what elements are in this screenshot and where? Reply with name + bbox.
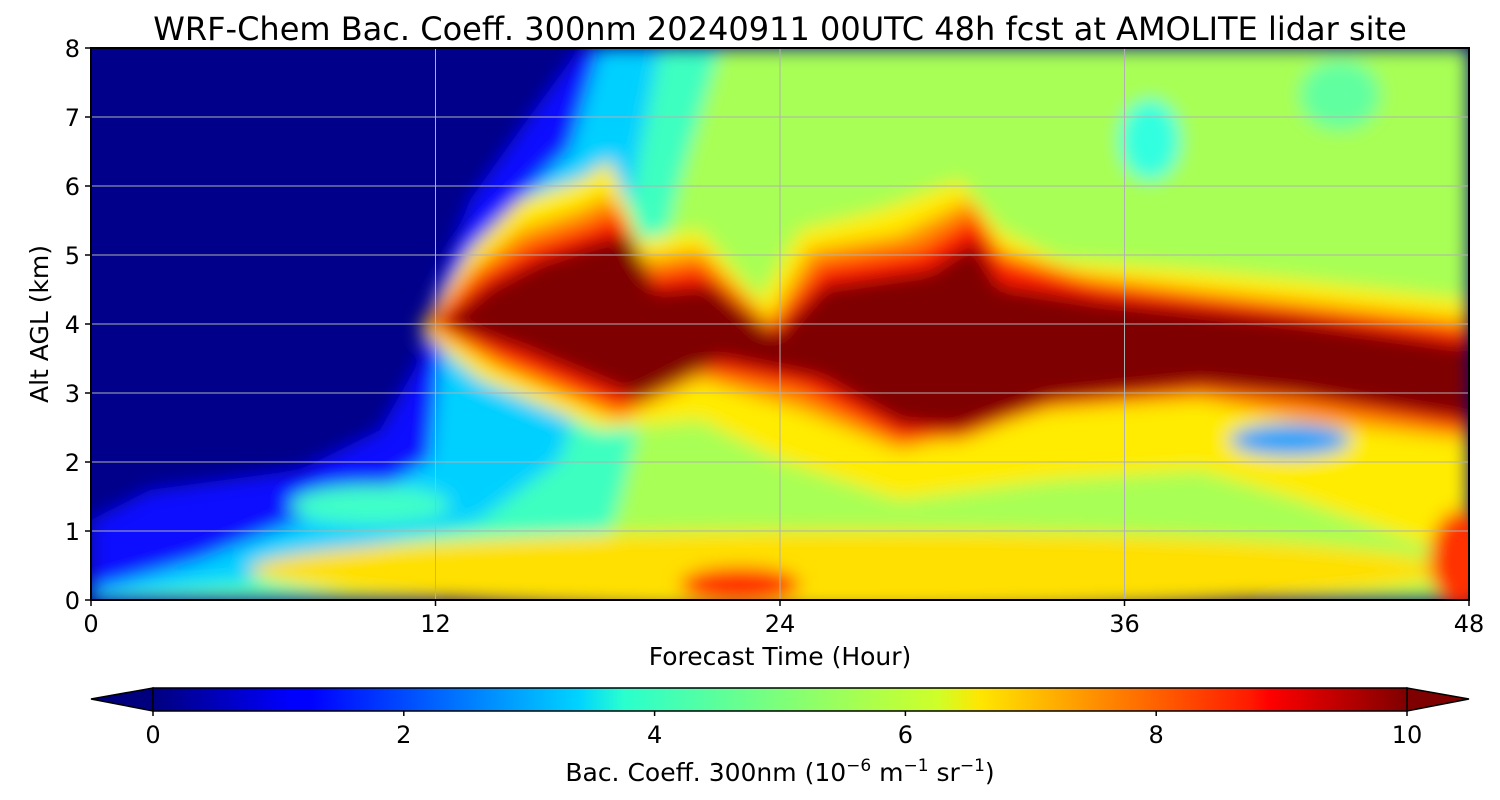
colorbar-tick-label: 4 xyxy=(647,721,662,749)
x-tick-label: 0 xyxy=(83,610,98,638)
colorbar-label-exp: −1 xyxy=(960,756,985,776)
colorbar-tick-label: 0 xyxy=(145,721,160,749)
colorbar-extend-max xyxy=(1406,687,1470,712)
region-surface-red xyxy=(680,567,800,600)
region-topright-cyan xyxy=(1120,100,1180,180)
x-tick-label: 48 xyxy=(1454,610,1485,638)
x-axis: 0 12 24 36 48 Forecast Time (Hour) xyxy=(83,600,1484,671)
y-tick-label: 7 xyxy=(65,104,80,132)
colorbar-tick-label: 6 xyxy=(898,721,913,749)
colorbar-tick-label: 8 xyxy=(1149,721,1164,749)
colorbar-gradient xyxy=(152,687,1408,712)
region-surface-yellow xyxy=(250,530,1450,600)
heatmap-field xyxy=(91,48,1469,600)
y-axis: 0 1 2 3 4 5 6 7 8 Alt AGL (km) xyxy=(25,35,91,615)
region-low-cyan xyxy=(290,485,450,525)
y-tick-label: 8 xyxy=(65,35,80,63)
x-tick-label: 24 xyxy=(765,610,796,638)
y-tick-label: 1 xyxy=(65,518,80,546)
colorbar-tick-label: 10 xyxy=(1392,721,1423,749)
y-tick-label: 5 xyxy=(65,242,80,270)
colorbar-label-exp: −6 xyxy=(846,756,871,776)
colorbar-label-part: sr xyxy=(929,758,961,787)
x-tick-label: 36 xyxy=(1109,610,1140,638)
region-right-red xyxy=(1430,510,1469,600)
y-axis-label: Alt AGL (km) xyxy=(25,245,54,403)
colorbar-label-part: m xyxy=(871,758,903,787)
colorbar-label-main: Bac. Coeff. 300nm (10 xyxy=(565,758,846,787)
x-axis-label: Forecast Time (Hour) xyxy=(649,642,912,671)
colorbar-label-end: ) xyxy=(985,758,995,787)
region-topright-aqua xyxy=(1300,60,1380,130)
region-blue-lens xyxy=(1230,424,1350,456)
colorbar-tick-label: 2 xyxy=(396,721,411,749)
y-tick-label: 2 xyxy=(65,449,80,477)
region-darkred xyxy=(440,235,1469,430)
colorbar-label-exp: −1 xyxy=(904,756,929,776)
colorbar-extend-min xyxy=(90,687,154,712)
colorbar: 0 2 4 6 8 10 Bac. Coeff. 300nm (10−6 m−1… xyxy=(90,687,1470,787)
y-tick-label: 4 xyxy=(65,311,80,339)
y-tick-label: 3 xyxy=(65,380,80,408)
y-tick-label: 0 xyxy=(65,587,80,615)
y-tick-label: 6 xyxy=(65,173,80,201)
colorbar-label: Bac. Coeff. 300nm (10−6 m−1 sr−1) xyxy=(565,756,994,787)
gridlines xyxy=(91,48,1469,600)
x-tick-label: 12 xyxy=(420,610,451,638)
chart-title: WRF-Chem Bac. Coeff. 300nm 20240911 00UT… xyxy=(153,10,1407,48)
